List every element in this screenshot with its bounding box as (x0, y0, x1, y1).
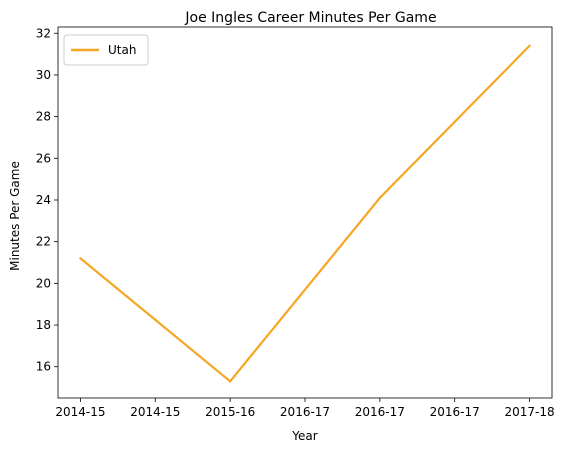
plot-area: 16 18 20 22 24 26 28 30 32 2014-15 2014-15 2015-16 2… (36, 26, 555, 419)
y-tick-label-20: 20 (36, 276, 51, 290)
y-tick-label-26: 26 (36, 151, 51, 165)
x-tick-label-1: 2014-15 (130, 405, 180, 419)
y-tick-label-24: 24 (36, 193, 51, 207)
y-axis-title: Minutes Per Game (8, 161, 22, 271)
chart-title: Joe Ingles Career Minutes Per Game (184, 10, 436, 26)
y-tick-label-22: 22 (36, 235, 51, 249)
y-tick-label-28: 28 (36, 110, 51, 124)
legend-box (63, 34, 149, 66)
x-tick-label-6: 2017-18 (504, 405, 554, 419)
x-tick-label-3: 2016-17 (280, 405, 330, 419)
data-point-2015-16 (229, 380, 232, 383)
x-tick-label-0: 2014-15 (55, 405, 105, 419)
x-axis-title: Year (291, 429, 317, 443)
y-tick-label-32: 32 (36, 26, 51, 40)
y-tick-label-30: 30 (36, 68, 51, 82)
y-tick-label-16: 16 (36, 360, 51, 374)
x-tick-label-4: 2016-17 (355, 405, 405, 419)
legend: Utah (63, 34, 149, 66)
x-tick-label-2: 2015-16 (205, 405, 255, 419)
data-point-2014-15 (79, 257, 82, 260)
x-tick-label-5: 2016-17 (430, 405, 480, 419)
series-line-utah (79, 44, 531, 383)
data-point-2016-17 (378, 196, 381, 200)
legend-label-utah: Utah (108, 43, 136, 57)
data-point-2017-18 (528, 44, 531, 47)
y-tick-label-18: 18 (36, 318, 51, 332)
